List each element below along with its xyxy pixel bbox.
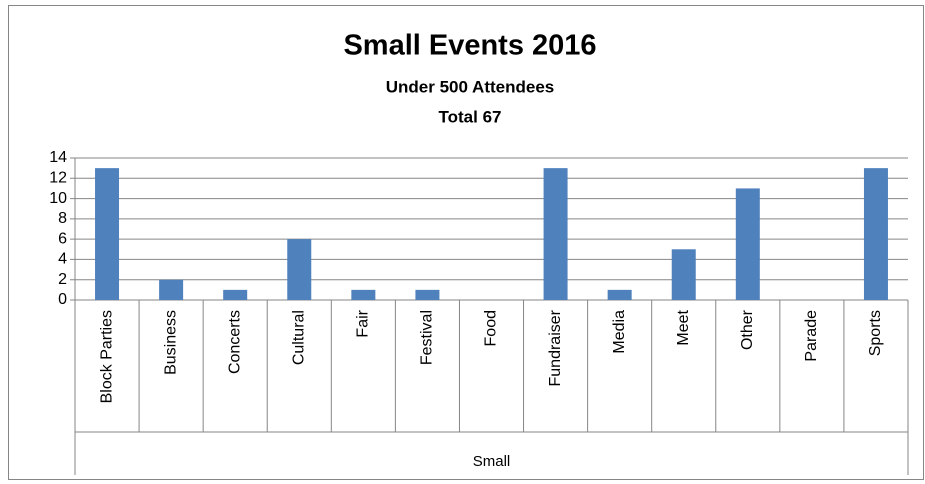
x-tick-label: Concerts xyxy=(226,310,243,374)
x-tick-label: Media xyxy=(611,310,628,354)
bar xyxy=(223,289,248,300)
bar xyxy=(415,289,440,300)
x-tick-label: Business xyxy=(162,310,179,375)
bar xyxy=(287,239,312,300)
chart-title: Small Events 2016 xyxy=(343,30,596,62)
bar xyxy=(543,168,568,300)
x-tick-label: Other xyxy=(739,309,756,350)
chart-subtitle: Under 500 Attendees xyxy=(386,77,554,96)
bar xyxy=(863,168,888,300)
x-tick-label: Fair xyxy=(355,309,372,337)
bar xyxy=(159,279,184,300)
x-tick-label: Festival xyxy=(419,310,436,365)
bar xyxy=(735,188,760,300)
group-label: Small xyxy=(473,453,511,470)
x-tick-label: Fundraiser xyxy=(547,309,564,386)
bar xyxy=(671,249,696,300)
bar xyxy=(351,289,376,300)
bar xyxy=(607,289,632,300)
x-tick-label: Sports xyxy=(867,310,884,356)
x-tick-label: Cultural xyxy=(290,310,307,365)
x-tick-label: Parade xyxy=(803,310,820,362)
y-tick-label: 14 xyxy=(49,149,67,166)
y-tick-label: 0 xyxy=(58,291,67,308)
y-tick-label: 6 xyxy=(58,230,67,247)
y-tick-label: 4 xyxy=(58,251,67,268)
x-tick-label: Food xyxy=(483,310,500,346)
chart-border xyxy=(8,5,924,480)
bar xyxy=(95,168,120,300)
x-tick-label: Meet xyxy=(675,309,692,345)
y-tick-label: 12 xyxy=(49,170,67,187)
y-tick-label: 2 xyxy=(58,271,67,288)
y-tick-label: 8 xyxy=(58,210,67,227)
chart-subtitle: Total 67 xyxy=(439,107,502,126)
x-tick-label: Block Parties xyxy=(98,310,115,403)
y-tick-label: 10 xyxy=(49,190,67,207)
